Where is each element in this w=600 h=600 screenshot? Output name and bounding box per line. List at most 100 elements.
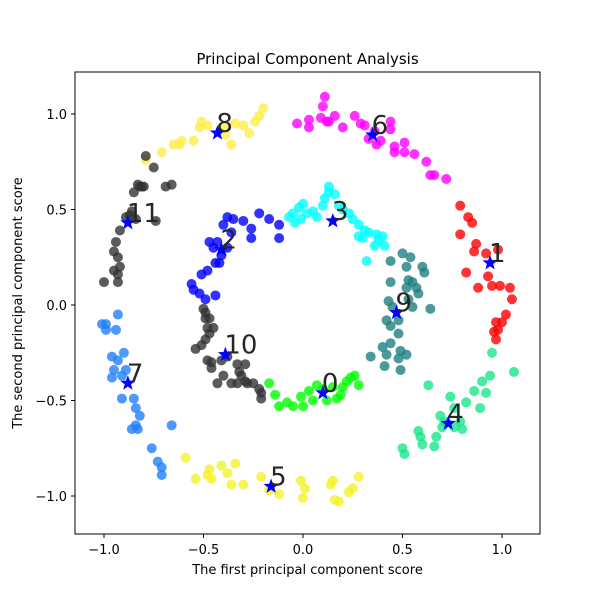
data-point [473, 282, 484, 293]
data-point [296, 391, 307, 402]
data-point [379, 361, 390, 372]
x-tick-label: 1.0 [492, 543, 513, 558]
data-point [413, 288, 424, 299]
data-point [246, 233, 257, 244]
cluster-label: 8 [216, 109, 233, 139]
data-point [375, 135, 386, 146]
data-point [329, 189, 340, 200]
cluster-label: 3 [332, 197, 349, 227]
data-point [373, 235, 384, 246]
data-point [112, 277, 123, 288]
data-point [385, 124, 396, 135]
data-point [296, 214, 307, 225]
data-point [110, 236, 121, 247]
data-point [353, 471, 364, 482]
data-point [471, 238, 482, 249]
data-point [385, 256, 396, 267]
data-point [156, 147, 167, 158]
data-point [481, 248, 492, 259]
data-point [188, 284, 199, 295]
data-point [180, 452, 191, 463]
data-point [399, 147, 410, 158]
x-tick-label: 0.0 [293, 543, 314, 558]
data-point [399, 448, 410, 459]
data-point [274, 233, 285, 244]
data-point [500, 309, 511, 320]
y-tick-label: 0.5 [46, 204, 67, 219]
data-point [106, 372, 117, 383]
y-tick-label: −0.5 [35, 395, 67, 410]
data-point [226, 479, 237, 490]
data-point [389, 147, 400, 158]
data-point [483, 271, 494, 282]
data-point [487, 280, 498, 291]
centroid-star-icon [120, 375, 136, 390]
data-point [112, 309, 123, 320]
data-point [385, 277, 396, 288]
data-point [365, 351, 376, 362]
data-point [226, 227, 237, 238]
data-point [355, 118, 366, 129]
data-point [385, 321, 396, 332]
data-point [132, 424, 143, 435]
data-point [116, 393, 127, 404]
data-point [361, 256, 372, 267]
centroid-layer: 0 1 2 3 4 5 6 7 8 9 10 11 [120, 109, 506, 493]
data-point [395, 364, 406, 375]
data-point [156, 462, 167, 473]
data-point [431, 431, 442, 442]
data-point [327, 382, 338, 393]
data-point [166, 420, 177, 431]
data-point [429, 441, 440, 452]
data-point [264, 378, 275, 389]
data-point [230, 458, 241, 469]
cluster-label: 6 [372, 111, 389, 141]
data-point [331, 393, 342, 404]
data-point [176, 135, 187, 146]
data-point [274, 489, 285, 500]
y-tick-label: 0.0 [46, 299, 67, 314]
data-point [421, 156, 432, 167]
data-point [487, 347, 498, 358]
data-point [337, 382, 348, 393]
data-point [455, 416, 466, 427]
data-point [407, 301, 418, 312]
data-point [393, 315, 404, 326]
data-point [311, 380, 322, 391]
centroid-star-icon [440, 415, 456, 430]
data-point [254, 110, 265, 121]
data-point [491, 334, 502, 345]
cluster-label: 11 [127, 199, 160, 229]
data-point [126, 206, 137, 217]
data-point [409, 149, 420, 160]
x-tick-label: −1.0 [88, 543, 120, 558]
data-point [150, 215, 161, 226]
chart-title: Principal Component Analysis [196, 50, 419, 68]
data-point [118, 347, 129, 358]
data-point [508, 366, 519, 377]
data-point [222, 468, 233, 479]
data-point [319, 91, 330, 102]
data-point [455, 229, 466, 240]
data-point [236, 370, 247, 381]
data-point [256, 471, 267, 482]
data-point [190, 343, 201, 354]
data-point [401, 282, 412, 293]
data-point [146, 443, 157, 454]
data-point [493, 244, 504, 255]
data-point [156, 469, 167, 480]
data-point [200, 294, 211, 305]
data-point [349, 370, 360, 381]
y-tick-label: 1.0 [46, 108, 67, 123]
data-point [457, 424, 468, 435]
data-point [258, 103, 269, 114]
data-point [208, 322, 219, 333]
cluster-label: 2 [220, 226, 237, 256]
data-point [220, 130, 231, 141]
data-point [130, 403, 141, 414]
data-point [140, 151, 151, 162]
data-point [393, 328, 404, 339]
cluster-label: 1 [489, 239, 506, 269]
data-point [120, 364, 131, 375]
data-point [112, 355, 123, 366]
